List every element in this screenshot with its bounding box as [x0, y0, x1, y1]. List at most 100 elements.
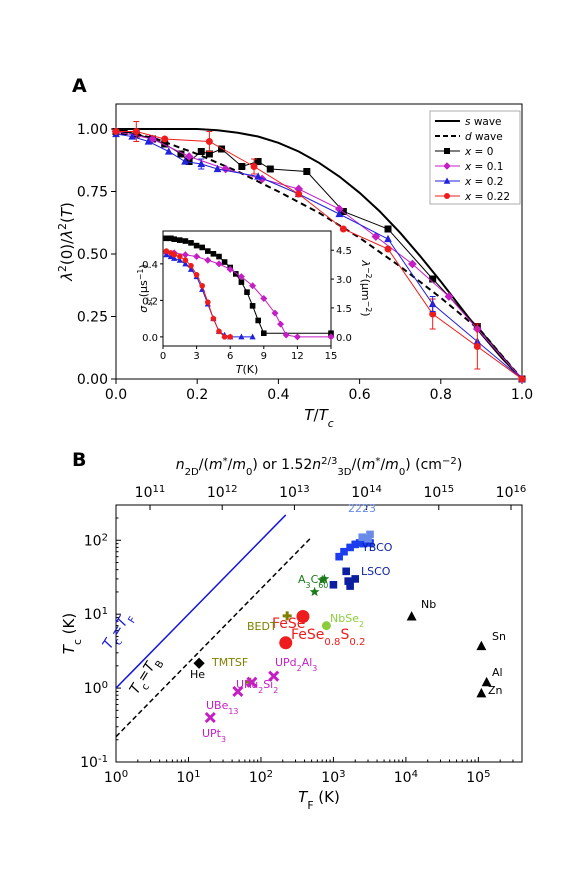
inset-data-point [293, 333, 301, 341]
inset-data-point [163, 248, 170, 254]
point-label: Tc=TF [100, 609, 139, 654]
data-point [294, 184, 304, 194]
inset-x-tick-label: 3 [193, 351, 199, 362]
error-bar [198, 158, 205, 170]
point-label: NbSe2 [330, 612, 364, 629]
inset-data-point [204, 256, 212, 264]
data-point [334, 204, 344, 214]
data-point [319, 573, 330, 584]
legend-label: x = 0.2 [464, 176, 503, 188]
data-point [371, 232, 381, 241]
data-point [161, 140, 169, 148]
plot-frame [115, 103, 523, 380]
data-point [429, 275, 437, 283]
inset-data-point [188, 240, 194, 246]
inset-data-point [249, 282, 257, 290]
inset-data-point [187, 265, 195, 272]
legend-marker [443, 177, 451, 184]
inset-data-point [167, 253, 174, 260]
point-label: Zn [488, 684, 503, 697]
inset-data-point [177, 237, 183, 243]
data-point [246, 676, 258, 688]
data-point [351, 540, 360, 549]
x-tick-label: 102 [249, 769, 273, 787]
point-label: Sn [492, 630, 506, 643]
data-point [366, 539, 374, 547]
legend-marker [443, 162, 451, 170]
inset-data-point [176, 256, 183, 263]
x-tick-label: 104 [394, 769, 418, 787]
data-point [282, 611, 292, 621]
data-point [355, 539, 364, 547]
data-point [204, 711, 216, 724]
top-tick-label: 1013 [279, 484, 310, 502]
top-tick-label: 1016 [496, 484, 527, 502]
inset-y-label: σsc(μs−1) [136, 264, 154, 312]
y-tick-label: 10-1 [80, 754, 108, 772]
x-tick-label: 0.4 [267, 387, 289, 403]
inset-data-point [199, 282, 205, 289]
data-point [238, 163, 246, 170]
inset-data-point [171, 236, 177, 243]
inset-data-point [282, 331, 290, 339]
legend-marker [444, 148, 450, 154]
data-point [408, 259, 417, 269]
inset-data-point [182, 238, 189, 244]
data-point [340, 547, 348, 556]
data-point [279, 636, 293, 650]
inset-data-point [181, 251, 189, 259]
data-point [213, 164, 222, 173]
data-point [161, 135, 169, 143]
inset-data-point [277, 320, 285, 328]
inset-data-point [237, 273, 245, 281]
data-point [384, 234, 392, 243]
data-point [309, 586, 320, 597]
inset-y2-tick-label: 0.0 [336, 333, 352, 344]
inset-data-point [271, 309, 279, 317]
error-bar [474, 323, 481, 370]
data-point [358, 533, 367, 542]
inset-data-point [249, 303, 256, 309]
inset-x-label: T(K) [236, 363, 259, 376]
data-point [364, 534, 372, 543]
inset-data-point [216, 253, 222, 260]
data-point [303, 168, 311, 175]
inset-data-point [226, 265, 234, 273]
point-label: FeSe [272, 616, 305, 632]
inset-data-point [199, 244, 205, 251]
inset-x-tick-label: 0 [160, 351, 166, 362]
x-tick-label: 1.0 [511, 387, 533, 403]
data-point [144, 137, 153, 145]
panel-label-b: B [72, 449, 86, 471]
inset-data-point [182, 257, 189, 264]
data-point [329, 580, 338, 589]
inset-data-point [227, 334, 233, 340]
data-point [346, 543, 354, 552]
data-point [128, 132, 137, 140]
point-label: UPd2Al3 [275, 656, 317, 673]
legend-box [429, 110, 521, 205]
inset-data-point [171, 251, 177, 258]
y-tick-label: 0.00 [77, 372, 108, 388]
y-tick-label: 101 [84, 606, 108, 624]
error-bar [133, 121, 140, 142]
point-label: He [190, 668, 205, 681]
inset-y2-label: λ−2(μm−2) [359, 259, 374, 316]
error-bar [429, 296, 436, 312]
inset-data-point [210, 251, 217, 257]
data-point [351, 575, 360, 583]
data-point [254, 158, 262, 165]
inset-x-tick-label: 9 [261, 351, 267, 362]
y-tick-label: 0.50 [77, 247, 108, 263]
point-label: Tc=TB [127, 654, 166, 700]
inset-y2-tick-label: 1.5 [336, 304, 352, 315]
series-line-x-0-1 [115, 131, 523, 380]
inset-data-point [188, 262, 194, 269]
reference-line [116, 514, 287, 689]
inset-data-point [210, 315, 217, 322]
inset-data-point [168, 235, 174, 242]
inset-data-point [205, 299, 211, 305]
error-bar [206, 131, 213, 152]
data-point [384, 225, 392, 233]
